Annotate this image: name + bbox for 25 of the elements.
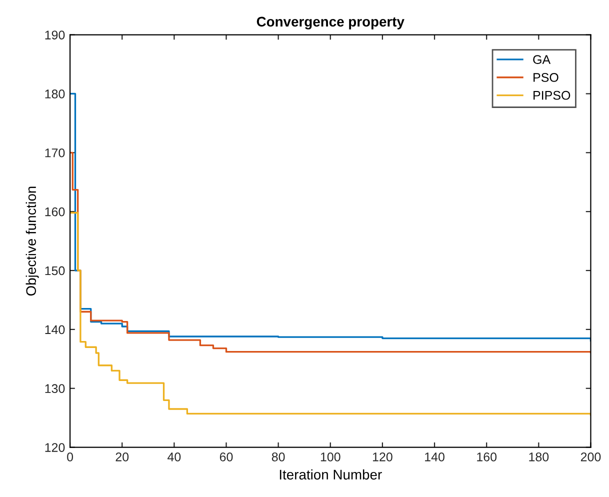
y-tick-label: 180 — [45, 90, 65, 98]
x-tick-label: 140 — [425, 452, 444, 462]
legend-label: PIPSO — [534, 90, 570, 100]
x-tick-label: 0 — [67, 452, 74, 462]
x-axis-title: Iteration Number — [280, 469, 382, 480]
x-tick-label: 20 — [116, 452, 129, 462]
y-tick-label: 130 — [45, 384, 65, 394]
x-tick-label: 180 — [529, 452, 549, 462]
y-tick-label: 190 — [45, 30, 65, 40]
x-tick-label: 80 — [272, 452, 285, 462]
chart-title: Convergence property — [256, 16, 404, 30]
legend-label: GA — [533, 55, 551, 64]
x-tick-label: 40 — [168, 452, 181, 462]
x-tick-label: 100 — [320, 452, 340, 462]
y-tick-label: 150 — [45, 266, 65, 276]
y-tick-label: 140 — [45, 325, 65, 334]
x-tick-label: 200 — [580, 452, 601, 462]
x-tick-label: 120 — [372, 452, 392, 462]
x-tick-label: 160 — [477, 452, 497, 462]
x-tick-label: 60 — [220, 452, 233, 462]
y-tick-label: 160 — [45, 207, 65, 216]
y-axis-title: Objective function — [26, 186, 39, 296]
legend-label: PSO — [534, 73, 558, 82]
y-tick-label: 120 — [45, 443, 65, 452]
y-tick-label: 170 — [45, 148, 65, 158]
